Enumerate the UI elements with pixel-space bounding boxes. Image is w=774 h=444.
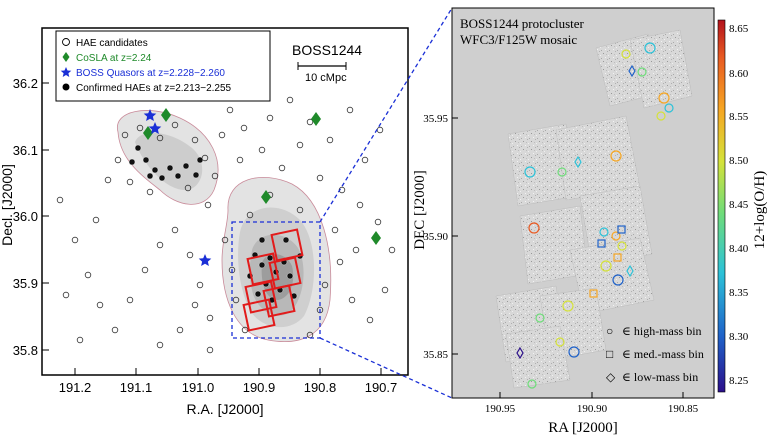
left-y-tick-labels: 36.2 36.1 36.0 35.9 35.8 bbox=[13, 76, 38, 358]
colorbar-tick-label: 8.35 bbox=[729, 287, 749, 299]
y-tick-label: 35.9 bbox=[13, 276, 38, 291]
colorbar-tick-label: 8.30 bbox=[729, 331, 749, 343]
left-x-ticks bbox=[74, 368, 382, 375]
scale-bar-label: 10 cMpc bbox=[305, 72, 347, 84]
legend-low-mass-label: ∈ low-mass bin bbox=[622, 370, 698, 384]
y-tick-label: 35.90 bbox=[423, 231, 448, 243]
colorbar-tick-label: 8.60 bbox=[729, 68, 749, 80]
left-ylabel: Decl. [J2000] bbox=[0, 164, 15, 246]
colorbar-tick-label: 8.40 bbox=[729, 243, 749, 255]
legend-high-mass-label: ∈ high-mass bin bbox=[622, 324, 702, 338]
y-tick-label: 35.85 bbox=[423, 349, 448, 361]
colorbar-tick-label: 8.50 bbox=[729, 155, 749, 167]
mosaic-tiles bbox=[495, 29, 693, 389]
y-tick-label: 36.2 bbox=[13, 76, 38, 91]
x-tick-label: 191.1 bbox=[120, 380, 153, 395]
connector-bottom bbox=[319, 337, 453, 399]
legend-med-mass-symbol: □ bbox=[606, 347, 613, 361]
x-tick-label: 190.7 bbox=[365, 380, 398, 395]
colorbar-tick-label: 8.45 bbox=[729, 199, 749, 211]
x-tick-label: 190.9 bbox=[243, 380, 276, 395]
colorbar-tick-label: 8.55 bbox=[729, 111, 749, 123]
cosla-markers bbox=[143, 108, 381, 245]
colorbar-ticks: 8.65 8.60 8.55 8.50 8.45 8.40 8.35 8.30 … bbox=[729, 23, 749, 387]
y-tick-label: 36.0 bbox=[13, 209, 38, 224]
right-panel-title-1: BOSS1244 protocluster bbox=[460, 16, 585, 31]
left-x-tick-labels: 191.2 191.1 191.0 190.9 190.8 190.7 bbox=[59, 380, 398, 395]
right-panel: BOSS1244 protocluster WFC3/F125W mosaic … bbox=[412, 7, 715, 436]
zoom-box bbox=[231, 221, 321, 339]
left-y-ticks bbox=[42, 82, 49, 351]
x-tick-label: 190.8 bbox=[304, 380, 337, 395]
legend-med-mass-label: ∈ med.-mass bin bbox=[622, 347, 704, 361]
right-y-tick-labels: 35.95 35.90 35.85 bbox=[423, 113, 448, 361]
left-panel-title: BOSS1244 bbox=[292, 42, 362, 58]
right-ylabel: DEC [J2000] bbox=[412, 170, 428, 250]
y-tick-label: 35.8 bbox=[13, 343, 38, 358]
right-xlabel: RA [J2000] bbox=[548, 420, 618, 436]
legend-low-mass-symbol: ◇ bbox=[606, 370, 616, 384]
legend-hae-label: HAE candidates bbox=[76, 38, 148, 49]
right-x-ticks bbox=[499, 392, 684, 398]
quasar-markers bbox=[143, 109, 212, 266]
right-y-ticks bbox=[452, 117, 458, 355]
y-tick-label: 36.1 bbox=[13, 143, 38, 158]
right-legend: ○ ∈ high-mass bin □ ∈ med.-mass bin ◇ ∈ … bbox=[606, 324, 704, 384]
x-tick-label: 190.85 bbox=[668, 403, 699, 415]
right-panel-title-2: WFC3/F125W mosaic bbox=[460, 32, 577, 47]
x-tick-label: 190.90 bbox=[577, 403, 608, 415]
hst-tiles bbox=[242, 228, 304, 332]
legend-confirmed-label: Confirmed HAEs at z=2.213−2.255 bbox=[76, 83, 232, 94]
colorbar-tick-label: 8.65 bbox=[729, 23, 749, 35]
x-tick-label: 191.0 bbox=[182, 380, 215, 395]
y-tick-label: 35.95 bbox=[423, 113, 448, 125]
colorbar-label: 12+log(O/H) bbox=[752, 171, 768, 249]
colorbar-gradient bbox=[717, 19, 726, 393]
legend-quasar-label: BOSS Quasors at z=2.228−2.260 bbox=[76, 68, 225, 79]
hae-candidates bbox=[56, 91, 396, 354]
left-panel: HAE candidates CoSLA at z=2.24 BOSS Quas… bbox=[0, 27, 409, 417]
x-tick-label: 191.2 bbox=[59, 380, 92, 395]
left-xlabel: R.A. [J2000] bbox=[186, 401, 263, 417]
right-x-tick-labels: 190.95 190.90 190.85 bbox=[485, 403, 699, 415]
legend-cosla-label: CoSLA at z=2.24 bbox=[76, 53, 152, 64]
galaxy-markers bbox=[516, 42, 674, 389]
colorbar: 8.65 8.60 8.55 8.50 8.45 8.40 8.35 8.30 … bbox=[717, 19, 768, 393]
legend-high-mass-symbol: ○ bbox=[606, 324, 613, 338]
x-tick-label: 190.95 bbox=[485, 403, 516, 415]
colorbar-tick-label: 8.25 bbox=[729, 375, 749, 387]
left-legend: HAE candidates CoSLA at z=2.24 BOSS Quas… bbox=[55, 30, 271, 102]
